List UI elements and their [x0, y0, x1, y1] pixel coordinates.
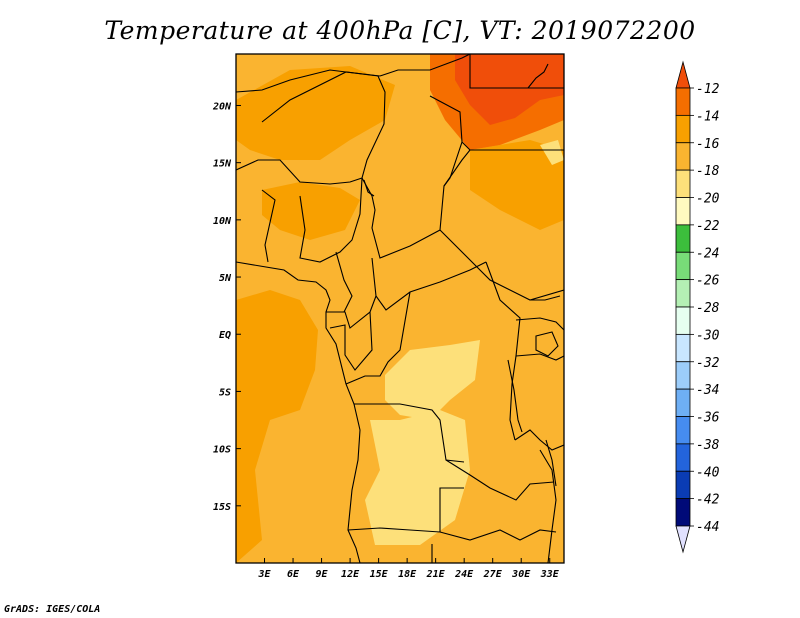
lake-tanganyika [507, 359, 523, 433]
border-zimbabwe [439, 529, 557, 541]
border-sahel-west [236, 159, 363, 185]
border-zambia [445, 459, 555, 501]
colorbar-swatch [675, 169, 691, 198]
colorbar-upper-arrow [675, 60, 691, 89]
border-gabon [326, 295, 377, 329]
colorbar-label: -14 [696, 109, 719, 124]
colorbar-label: -28 [696, 301, 720, 316]
border-cameroon [335, 251, 353, 313]
lon-tick-label: 15E [370, 569, 389, 580]
colorbar-label: -40 [696, 465, 720, 480]
lon-tick-label: 33E [540, 569, 560, 580]
lon-tick-label: 18E [398, 569, 417, 580]
lon-tick-label: 9E [316, 569, 329, 580]
lat-tick-label: EQ [219, 330, 231, 341]
border-sudan [461, 141, 564, 151]
colorbar-label: -24 [696, 246, 719, 261]
border-burkina [261, 189, 276, 263]
colorbar-swatch [675, 443, 691, 472]
colorbar-swatch [675, 142, 691, 171]
lon-tick-label: 24E [454, 569, 474, 580]
lat-tick-label: 15S [213, 502, 231, 513]
lat-tick-label: 5N [219, 273, 232, 284]
field-band-sahel [236, 66, 395, 160]
colorbar-lower-arrow [675, 525, 691, 554]
lat-tick-label: 5S [219, 387, 231, 398]
lake-malawi [545, 439, 557, 487]
lon-tick-label: 12E [341, 569, 360, 580]
colorbar-swatch [675, 306, 691, 335]
grads-credit: GrADS: IGES/COLA [4, 604, 101, 615]
longitude-axis: 3E 6E 9E 12E 15E 18E 21E 24E 27E 30E 33E [257, 558, 560, 580]
colorbar-label: -22 [696, 219, 720, 234]
border-drc-west [345, 291, 411, 385]
lat-tick-label: 10N [213, 216, 232, 227]
colorbar-label: -36 [696, 411, 720, 426]
border-nigeria [299, 177, 363, 263]
border-rwanda [515, 353, 564, 361]
field-band-congo-cool [385, 340, 480, 420]
colorbar-swatch [675, 470, 691, 500]
border-east-africa [530, 295, 561, 301]
colorbar-swatch [675, 416, 691, 445]
lon-tick-label: 6E [287, 569, 300, 580]
field-band-west-africa [262, 182, 360, 240]
colorbar-swatch [675, 114, 691, 144]
latitude-axis: 20N 15N 10N 5N EQ 5S 10S 15S [212, 101, 241, 513]
field-band-east-cool [540, 140, 564, 165]
lat-tick-label: 20N [212, 101, 232, 112]
border-tanzania [514, 429, 564, 451]
border-uganda [515, 317, 564, 331]
colorbar-label: -18 [696, 164, 720, 179]
lon-tick-label: 30E [511, 569, 531, 580]
coastline-west [236, 261, 361, 563]
temperature-field [236, 54, 564, 563]
colorbar-swatch [675, 251, 691, 281]
colorbar: -12 -14 -16 -18 -20 -22 -24 -26 -28 -30 -32 -34 -36 -… [675, 60, 720, 554]
border-libya-egypt [469, 54, 564, 89]
lake-victoria [535, 331, 559, 357]
field-band-northeast-hot [455, 54, 564, 125]
colorbar-label: -16 [696, 137, 720, 152]
border-congo [329, 311, 373, 371]
field-band-west-ocean [236, 290, 318, 563]
lat-tick-label: 15N [213, 159, 232, 170]
map-title: Temperature at 400hPa [C], VT: 201907220… [104, 16, 696, 45]
colorbar-swatch [675, 388, 691, 417]
colorbar-label: -12 [696, 82, 720, 97]
border-angola-drc [354, 403, 465, 463]
colorbar-swatch [675, 87, 691, 116]
field-band-east [470, 140, 564, 230]
colorbar-swatch [675, 498, 691, 527]
border-chad-car [361, 149, 471, 259]
colorbar-label: -32 [696, 356, 720, 371]
colorbar-label: -34 [696, 383, 719, 398]
border-mozambique [539, 449, 557, 563]
colorbar-swatch [675, 224, 691, 253]
country-borders [236, 54, 564, 563]
lat-tick-label: 10S [213, 445, 231, 456]
lon-tick-label: 27E [483, 569, 503, 580]
colorbar-swatch [675, 333, 691, 363]
colorbar-label: -42 [696, 493, 720, 508]
map-frame [235, 53, 565, 564]
colorbar-label: -20 [696, 192, 720, 207]
border-south-sudan [439, 229, 564, 301]
colorbar-label: -38 [696, 438, 720, 453]
lon-tick-label: 21E [426, 569, 446, 580]
colorbar-swatch [675, 279, 691, 308]
border-angola-zambia [439, 487, 464, 532]
lon-tick-label: 3E [257, 569, 271, 580]
colorbar-label: -44 [696, 520, 719, 535]
border-mali-niger [261, 71, 386, 179]
lake-chad [363, 179, 375, 197]
colorbar-swatch [675, 197, 691, 226]
colorbar-label: -26 [696, 274, 720, 289]
colorbar-label: -30 [696, 328, 720, 343]
border-angola-namibia [347, 527, 441, 533]
colorbar-swatch [675, 361, 691, 390]
nile-feature [527, 63, 549, 89]
